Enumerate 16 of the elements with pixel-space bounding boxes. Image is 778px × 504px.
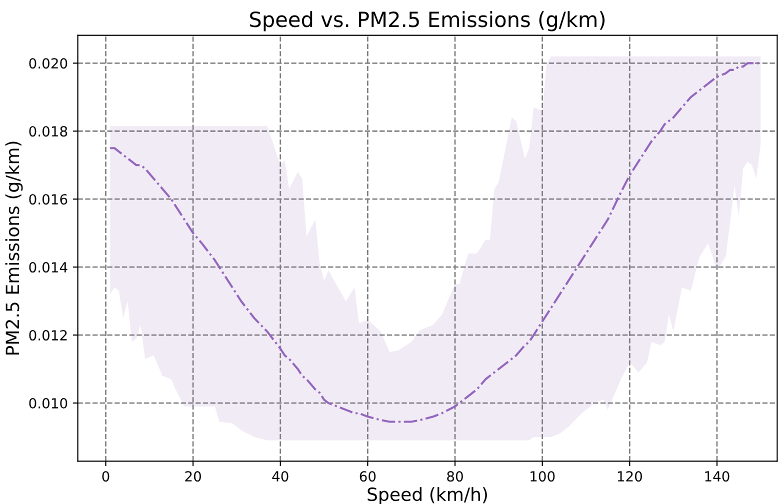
y-tick-label: 0.010	[29, 398, 68, 409]
x-tick-label: 140	[705, 471, 730, 482]
x-tick-label: 100	[530, 471, 555, 482]
chart-title: Speed vs. PM2.5 Emissions (g/km)	[250, 11, 605, 32]
x-tick-label: 80	[447, 471, 463, 482]
y-tick-label: 0.020	[29, 58, 68, 69]
y-tick-label: 0.016	[29, 194, 68, 205]
y-tick-label: 0.018	[29, 126, 68, 137]
x-tick-label: 20	[185, 471, 201, 482]
x-tick-label: 120	[618, 471, 642, 482]
x-tick-label: 40	[272, 471, 288, 482]
y-tick-label: 0.012	[29, 330, 67, 341]
y-axis-title: PM2.5 Emissions (g/km)	[5, 142, 23, 354]
y-tick-label: 0.014	[29, 262, 68, 273]
x-tick-label: 0	[102, 471, 110, 482]
x-tick-label: 60	[360, 471, 376, 482]
